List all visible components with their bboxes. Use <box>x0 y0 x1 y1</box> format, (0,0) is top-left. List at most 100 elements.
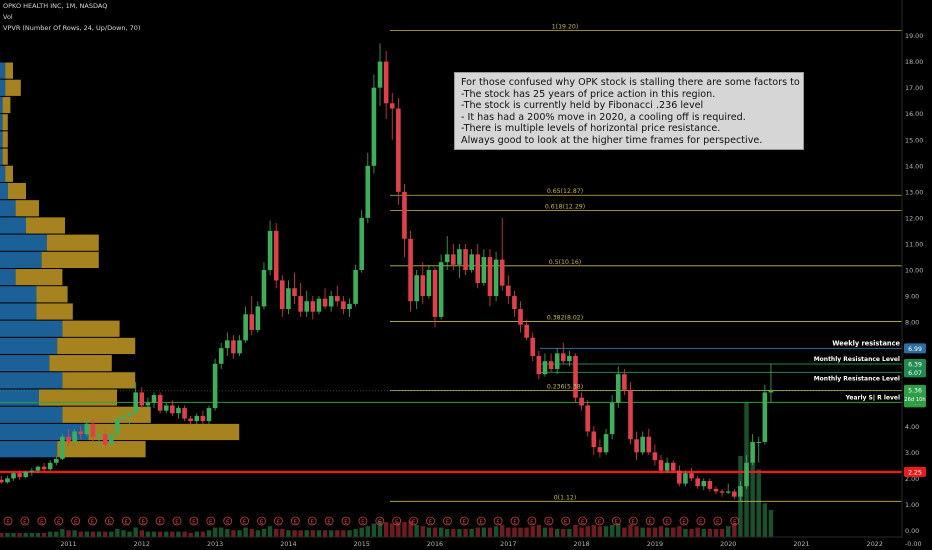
y-tick-label: 15.00 <box>905 136 923 144</box>
candle-body <box>756 441 762 443</box>
volume-bar <box>188 532 193 537</box>
volume-bar <box>151 531 157 537</box>
volume-bar <box>273 528 279 537</box>
earnings-marker <box>172 516 182 526</box>
candle-body <box>615 374 621 403</box>
earnings-marker <box>510 516 520 526</box>
volume-bar <box>78 531 83 537</box>
earnings-marker <box>257 516 266 526</box>
earnings-marker <box>595 516 604 526</box>
candle-body <box>487 256 493 297</box>
candle-body <box>322 298 328 307</box>
volume-bar <box>328 530 334 537</box>
y-tick-label: 10.00 <box>905 267 923 275</box>
volume-bar <box>719 528 725 537</box>
volume-bar <box>109 531 114 537</box>
volume-bar <box>579 527 584 537</box>
earnings-marker-label: E <box>327 519 331 525</box>
volume-bar <box>597 526 603 537</box>
vpvr-up-bar <box>0 131 3 148</box>
vpvr-down-bar <box>5 165 13 182</box>
vol-label: Vol <box>3 13 13 21</box>
earnings-marker <box>713 516 723 526</box>
candle-body <box>420 275 426 297</box>
volume-bar <box>542 527 548 537</box>
earnings-marker-label: E <box>530 519 534 525</box>
volume-bar <box>683 528 688 537</box>
candle-body <box>292 288 297 297</box>
volume-bar <box>29 532 35 537</box>
volume-bar <box>493 526 499 537</box>
x-tick-label: 2014 <box>280 540 296 548</box>
candle-body <box>255 306 261 330</box>
candle-body <box>127 413 132 416</box>
earnings-marker <box>189 516 199 526</box>
candle-body <box>451 254 456 265</box>
candle-body <box>402 191 407 239</box>
candle-body <box>218 348 224 364</box>
vpvr-down-bar <box>62 320 120 337</box>
candle-body <box>17 473 22 478</box>
vpvr-down-bar <box>15 200 39 217</box>
earnings-marker <box>561 516 571 526</box>
candle-body <box>475 254 481 284</box>
candle-body <box>102 434 108 445</box>
candle-body <box>713 488 719 492</box>
y-tick-label: 8.00 <box>905 319 919 327</box>
earnings-marker-label: E <box>496 519 500 525</box>
candle-body <box>512 296 517 310</box>
volume-bar <box>628 524 633 537</box>
volume-bar <box>231 530 236 537</box>
volume-bar <box>280 528 285 537</box>
volume-bar <box>102 531 108 537</box>
volume-bar <box>255 530 261 537</box>
earnings-marker-label: E <box>91 519 95 525</box>
volume-bar <box>512 527 517 537</box>
earnings-marker-label: E <box>125 519 129 525</box>
vpvr-up-bar <box>0 423 89 441</box>
volume-bar <box>457 528 462 537</box>
vpvr-down-bar <box>57 441 146 458</box>
vpvr-down-bar <box>5 62 13 79</box>
candle-body <box>84 423 90 435</box>
earnings-marker <box>662 516 672 526</box>
earnings-marker-label: E <box>158 519 162 525</box>
candle-body <box>133 392 138 414</box>
earnings-marker-label: E <box>564 519 568 525</box>
candle-body <box>212 363 218 409</box>
volume-bar <box>298 530 303 537</box>
volume-bar <box>426 527 432 537</box>
candle-body <box>139 392 145 406</box>
candle-body <box>41 466 47 470</box>
volume-bar <box>243 527 248 537</box>
earnings-marker-label: E <box>395 519 399 525</box>
y-tick-label: 13.00 <box>905 188 923 196</box>
volume-bar <box>371 523 377 537</box>
price-tag <box>904 343 926 354</box>
volume-bar <box>164 531 169 537</box>
vpvr-down-bar <box>36 286 68 303</box>
volume-bar <box>286 530 291 537</box>
earnings-marker-label: E <box>192 519 196 525</box>
vpvr-up-bar <box>0 182 8 200</box>
y-tick-label: -0.00 <box>905 540 922 548</box>
volume-bar <box>554 528 560 537</box>
y-tick-label: 17.00 <box>905 84 923 92</box>
candle-body <box>121 415 126 419</box>
vpvr-up-bar <box>0 79 6 96</box>
candle-body <box>341 301 346 310</box>
earnings-marker-label: E <box>23 519 27 525</box>
price-tag-text: 6.07 <box>908 370 922 377</box>
earnings-marker <box>20 516 30 526</box>
earnings-marker <box>290 516 300 526</box>
volume-bar <box>573 524 578 537</box>
vpvr-down-bar <box>88 423 240 441</box>
earnings-marker <box>679 516 689 526</box>
y-tick-label: 18.00 <box>905 58 923 66</box>
level-labels: 1(19.20) 0.65(12.87) 0.618(12.29) 0.5(10.16… <box>545 23 926 501</box>
candle-body <box>365 165 371 218</box>
earnings-marker <box>273 516 283 526</box>
volume-bar <box>212 527 218 537</box>
volume-bar <box>524 527 529 537</box>
